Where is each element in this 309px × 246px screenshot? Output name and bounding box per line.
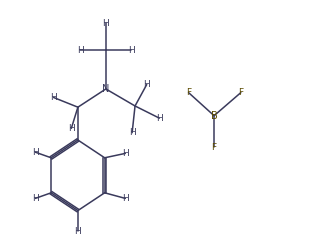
Text: H: H <box>128 46 135 55</box>
Text: F: F <box>186 88 191 97</box>
Text: F: F <box>212 143 217 152</box>
Text: H: H <box>129 128 136 137</box>
Text: H: H <box>143 80 150 89</box>
Text: H: H <box>77 46 84 55</box>
Text: H: H <box>68 124 75 133</box>
Text: H: H <box>50 93 57 102</box>
Text: H: H <box>32 194 39 203</box>
Text: H: H <box>122 149 129 158</box>
Text: H: H <box>103 19 109 28</box>
Text: H: H <box>122 194 129 203</box>
Text: B: B <box>211 111 218 121</box>
Text: H: H <box>32 148 39 157</box>
Text: H: H <box>74 227 81 236</box>
Text: H: H <box>156 114 163 123</box>
Text: N: N <box>102 84 110 94</box>
Text: F: F <box>238 88 243 97</box>
